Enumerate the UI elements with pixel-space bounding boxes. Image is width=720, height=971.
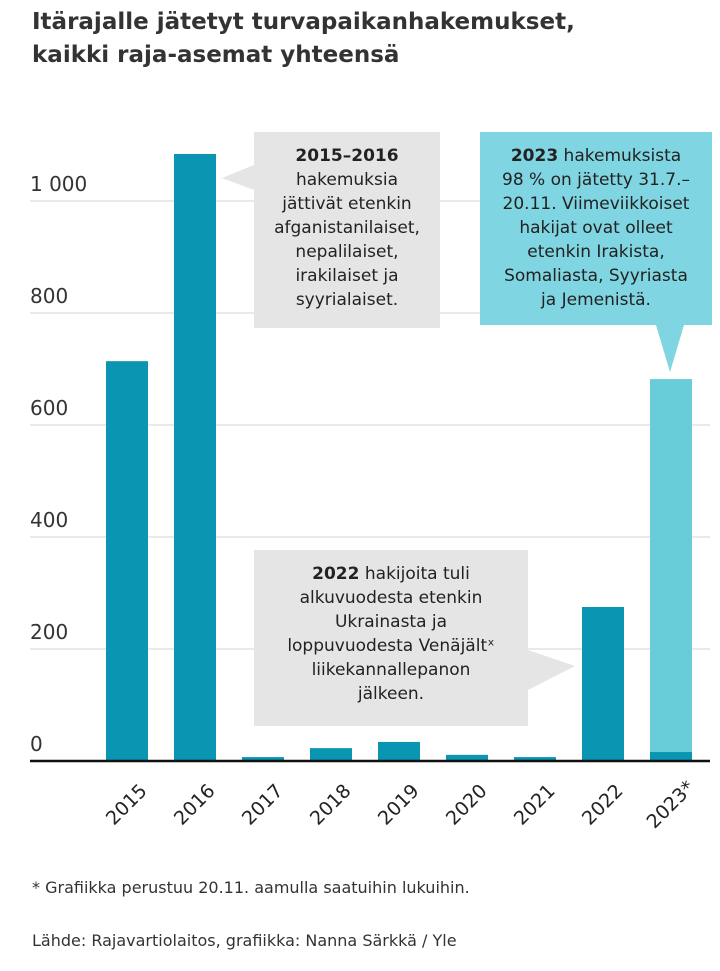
bar-2021 (514, 757, 556, 761)
annotation-line: Somaliasta, Syyriasta (504, 266, 688, 286)
annotation-line: jättivät etenkin (282, 194, 412, 214)
annotation-line: liikekannallepanon (311, 660, 471, 680)
x-tick-label: 2023* (643, 777, 699, 833)
annotation-line: jälkeen. (357, 684, 425, 704)
x-tick-label: 2021 (510, 780, 560, 830)
bar-chart: 0 200 400 600 800 1 000 2015 2016 2017 2018 2019 20… (30, 153, 710, 833)
bar-2020 (446, 754, 488, 761)
x-tick-label: 2022 (578, 780, 628, 830)
chart-title: Itärajalle jätetyt turvapaikanhakemukset… (32, 6, 575, 72)
annotation-line: hakemuksia (295, 170, 399, 190)
annotation-line: 98 % on jätetty 31.7.– (502, 170, 690, 190)
footnote: * Grafiikka perustuu 20.11. aamulla saat… (32, 878, 470, 897)
annotation-line: hakijoita tuli (359, 564, 470, 584)
bar-2018 (310, 748, 352, 761)
annotation-line: 20.11. Viimeviikkoiset (502, 194, 690, 214)
annotation-line: Ukrainasta ja (334, 612, 448, 632)
annotation-line: ja Jemenistä. (541, 290, 651, 310)
source: Lähde: Rajavartiolaitos, grafiikka: Nann… (32, 931, 457, 950)
annotation-bold: 2015–2016 (295, 146, 399, 166)
bar-2019 (378, 741, 420, 761)
bar-2022 (582, 607, 624, 761)
bar-2015 (106, 361, 148, 761)
annotation-line: etenkin Irakista, (527, 242, 665, 262)
annotation-line: syyrialaiset. (295, 290, 399, 310)
annotation-line: irakilaiset ja (295, 266, 399, 286)
bar-2023-before-july (650, 752, 692, 761)
bar-2016 (174, 153, 216, 761)
annotation-line: alkuvuodesta etenkin (299, 588, 483, 608)
annotation-pointer (528, 650, 575, 690)
annotation-2015-2016: 2015–2016 hakemuksia jättivät etenkin af… (254, 132, 440, 328)
x-tick-label: 2019 (374, 780, 424, 830)
title-line-1: Itärajalle jätetyt turvapaikanhakemukset… (32, 9, 575, 35)
annotation-2023: 2023 hakemuksista 98 % on jätetty 31.7.–… (480, 132, 712, 325)
annotation-line: hakemuksista (558, 146, 682, 166)
x-tick-label: 2016 (170, 780, 220, 830)
annotation-bold: 2023 (510, 146, 559, 166)
annotation-bold: 2022 (312, 564, 360, 584)
x-tick-label: 2020 (442, 780, 492, 830)
title-line-2: kaikki raja-asemat yhteensä (32, 42, 400, 68)
bar-2023* (650, 379, 692, 761)
annotation-line: nepalilaiset, (295, 242, 399, 262)
annotation-line: loppuvuodesta Venäjältˣ (287, 636, 495, 656)
x-tick-label: 2015 (102, 780, 152, 830)
y-tick-label: 1 000 (30, 172, 87, 196)
y-tick-label: 400 (30, 508, 68, 532)
y-tick-label: 200 (30, 620, 68, 644)
x-tick-label: 2018 (306, 780, 356, 830)
x-tick-label: 2017 (238, 780, 288, 830)
annotation-line: hakijat ovat olleet (519, 218, 673, 238)
y-tick-label: 0 (30, 732, 43, 756)
y-tick-label: 800 (30, 284, 68, 308)
bar-2017 (242, 757, 284, 761)
annotation-line: afganistanilaiset, (274, 218, 420, 238)
annotation-2022: 2022 hakijoita tuli alkuvuodesta etenkin… (254, 550, 528, 726)
y-tick-label: 600 (30, 396, 68, 420)
annotation-pointer (656, 325, 684, 372)
annotation-pointer (222, 165, 254, 190)
